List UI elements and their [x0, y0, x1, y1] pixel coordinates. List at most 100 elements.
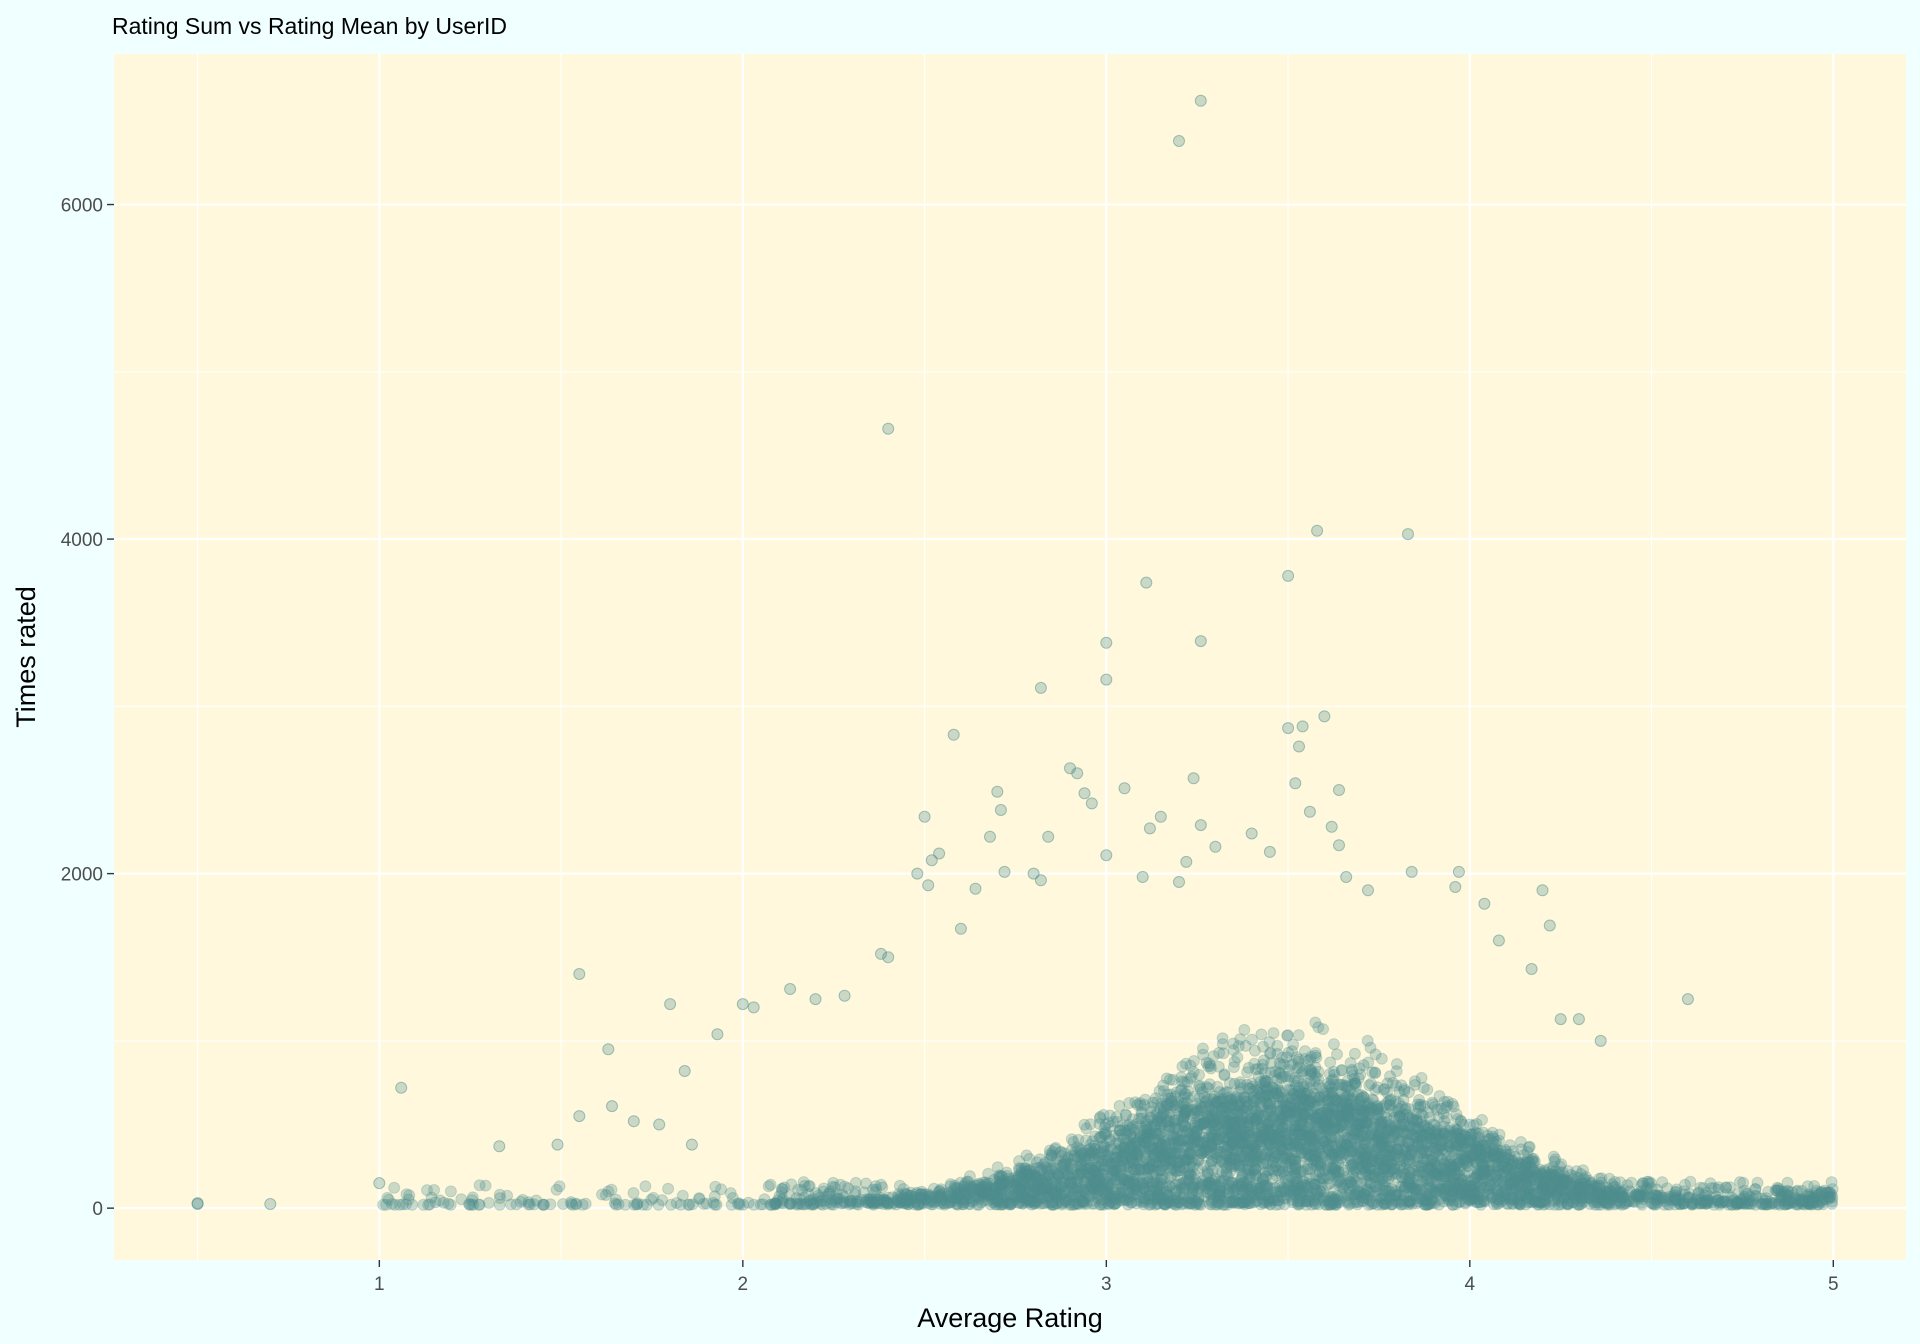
data-point: [1188, 1056, 1199, 1067]
data-point: [1370, 1067, 1381, 1078]
data-point: [1549, 1156, 1560, 1167]
data-point: [1192, 1178, 1203, 1189]
data-point: [1523, 1142, 1534, 1153]
data-point: [1081, 1198, 1092, 1209]
data-point: [1272, 1040, 1283, 1051]
data-point: [1216, 1155, 1227, 1166]
data-point: [1329, 1163, 1340, 1174]
data-point: [1318, 1024, 1329, 1035]
data-point: [1208, 1051, 1219, 1062]
data-point: [1345, 1146, 1356, 1157]
data-point: [1436, 1140, 1447, 1151]
data-point: [1140, 1094, 1151, 1105]
data-point: [1183, 1136, 1194, 1147]
data-point: [1259, 1092, 1270, 1103]
data-point: [1459, 1155, 1470, 1166]
data-point: [1288, 1088, 1299, 1099]
data-point: [1376, 1053, 1387, 1064]
data-point: [1521, 1192, 1532, 1203]
data-point: [1418, 1082, 1429, 1093]
data-point: [876, 1179, 887, 1190]
data-point: [1326, 1116, 1337, 1127]
data-point: [844, 1199, 855, 1210]
data-point: [1273, 1091, 1284, 1102]
data-point: [1324, 1069, 1335, 1080]
data-point: [1444, 1122, 1455, 1133]
data-point: [1303, 1094, 1314, 1105]
data-point: [1477, 1165, 1488, 1176]
data-point: [1138, 1136, 1149, 1147]
data-point: [1363, 1157, 1374, 1168]
data-point: [1243, 1137, 1254, 1148]
data-point: [1346, 1134, 1357, 1145]
data-point: [1365, 1042, 1376, 1053]
data-point: [1276, 1124, 1287, 1135]
data-point: [1247, 1034, 1258, 1045]
data-point: [1202, 1094, 1213, 1105]
data-point: [1274, 1058, 1285, 1069]
data-point: [1005, 1199, 1016, 1210]
data-point: [1217, 1039, 1228, 1050]
data-point: [1114, 1100, 1125, 1111]
data-point: [1647, 1198, 1658, 1209]
data-point: [1455, 1133, 1466, 1144]
data-point: [1333, 1079, 1344, 1090]
data-point: [1266, 1133, 1277, 1144]
data-point: [1353, 1103, 1364, 1114]
data-point: [1184, 1147, 1195, 1158]
data-point: [1228, 1130, 1239, 1141]
data-point: [1368, 1095, 1379, 1106]
data-point: [1085, 1143, 1096, 1154]
data-point: [1220, 1107, 1231, 1118]
data-point: [1478, 1139, 1489, 1150]
data-point: [1235, 1151, 1246, 1162]
data-point: [1156, 1139, 1167, 1150]
data-point: [1325, 1057, 1336, 1068]
data-point: [1351, 1080, 1362, 1091]
data-point: [1493, 1188, 1504, 1199]
data-point: [1414, 1095, 1425, 1106]
data-point: [1566, 1169, 1577, 1180]
data-point: [1024, 1153, 1035, 1164]
data-point: [1176, 1072, 1187, 1083]
data-point: [1150, 1093, 1161, 1104]
data-point: [1631, 1191, 1642, 1202]
data-point: [1047, 1199, 1058, 1210]
data-point: [1198, 1160, 1209, 1171]
data-point: [1050, 1163, 1061, 1174]
data-point: [1404, 1120, 1415, 1131]
data-point: [1173, 1140, 1184, 1151]
data-point: [1239, 1112, 1250, 1123]
data-point: [1121, 1110, 1132, 1121]
data-point: [1214, 1131, 1225, 1142]
data-point: [1374, 1152, 1385, 1163]
data-point: [1427, 1099, 1438, 1110]
data-point: [1636, 1180, 1647, 1191]
data-point: [1657, 1177, 1668, 1188]
data-point: [1297, 1118, 1308, 1129]
data-point: [1391, 1066, 1402, 1077]
data-point: [1193, 1081, 1204, 1092]
data-point: [1488, 1150, 1499, 1161]
data-point: [1175, 1085, 1186, 1096]
data-point: [1671, 1184, 1682, 1195]
data-point: [1305, 1164, 1316, 1175]
data-point: [1390, 1096, 1401, 1107]
data-point: [1165, 1159, 1176, 1170]
data-point: [1160, 1117, 1171, 1128]
data-point: [1327, 1091, 1338, 1102]
data-point: [1451, 1109, 1462, 1120]
data-point: [1685, 1176, 1696, 1187]
data-point: [1347, 1066, 1358, 1077]
data-point: [1265, 1106, 1276, 1117]
data-point: [1418, 1166, 1429, 1177]
data-point: [1519, 1157, 1530, 1168]
data-point: [1348, 1159, 1359, 1170]
data-point: [1066, 1134, 1077, 1145]
data-point: [1337, 1110, 1348, 1121]
data-point: [1219, 1070, 1230, 1081]
data-point: [1197, 1043, 1208, 1054]
data-point: [1193, 1145, 1204, 1156]
data-point: [1343, 1199, 1354, 1210]
